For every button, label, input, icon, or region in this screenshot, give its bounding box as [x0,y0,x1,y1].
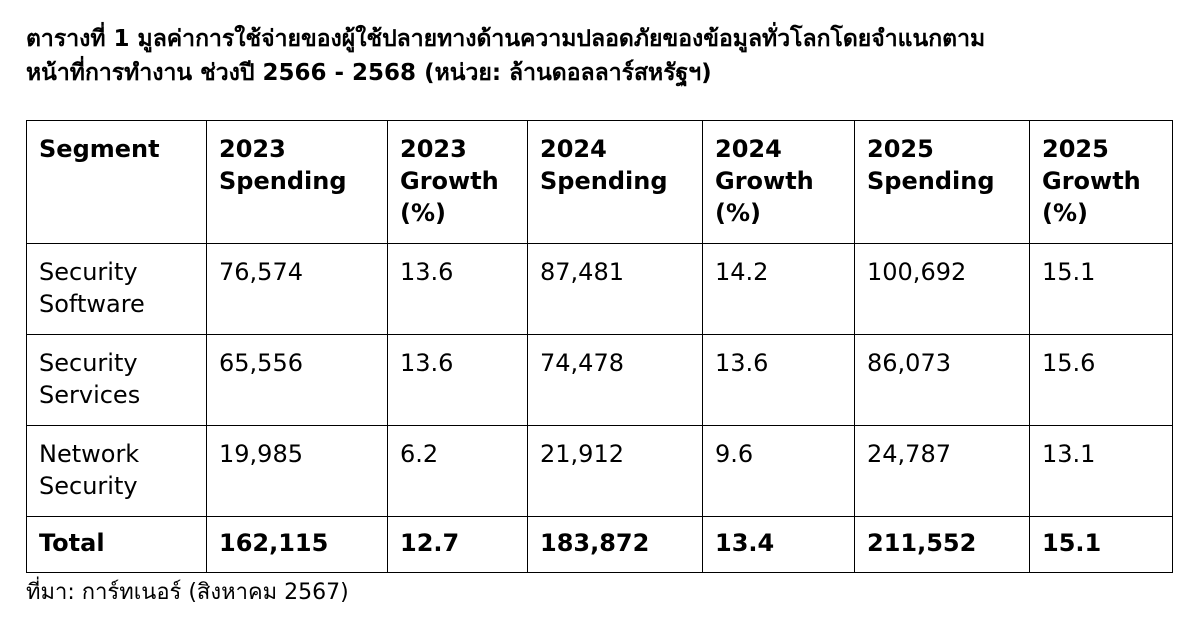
header-2025-growth: 2025 Growth (%) [1029,120,1173,244]
header-row: Segment 2023 Spending 2023 Growth (%) 20… [26,120,1173,244]
value-cell: 87,481 [527,243,703,335]
total-value-cell: 15.1 [1029,516,1173,573]
value-cell: 14.2 [702,243,855,335]
header-text: 2023 [400,135,467,163]
segment-cell: Security Services [26,334,207,426]
value-cell: 65,556 [206,334,388,426]
value-cell: 86,073 [854,334,1030,426]
segment-cell: Network Security [26,425,207,517]
value-cell: 15.6 [1029,334,1173,426]
header-text: Spending [867,167,995,195]
value-cell: 13.1 [1029,425,1173,517]
spending-table: Segment 2023 Spending 2023 Growth (%) 20… [26,120,1173,573]
header-text: (%) [1042,199,1088,227]
total-value-cell: 162,115 [206,516,388,573]
table-row: Network Security 19,985 6.2 21,912 9.6 2… [26,425,1173,517]
value-cell: 74,478 [527,334,703,426]
header-text: Spending [540,167,668,195]
value-cell: 21,912 [527,425,703,517]
header-text: Segment [39,135,160,163]
segment-text: Security [39,472,138,500]
table-row: Security Software 76,574 13.6 87,481 14.… [26,243,1173,335]
value-cell: 100,692 [854,243,1030,335]
value-cell: 13.6 [702,334,855,426]
value-cell: 13.6 [387,334,528,426]
value-cell: 6.2 [387,425,528,517]
header-2024-spending: 2024 Spending [527,120,703,244]
header-2023-growth: 2023 Growth (%) [387,120,528,244]
header-text: 2025 [1042,135,1109,163]
source-note: ที่มา: การ์ทเนอร์ (สิงหาคม 2567) [26,580,349,605]
header-text: Spending [219,167,347,195]
header-text: (%) [400,199,446,227]
segment-cell: Security Software [26,243,207,335]
total-label: Total [26,516,207,573]
header-text: Growth [715,167,814,195]
header-text: (%) [715,199,761,227]
header-text: 2024 [715,135,782,163]
segment-text: Security [39,258,138,286]
total-value-cell: 211,552 [854,516,1030,573]
header-text: Growth [400,167,499,195]
total-row: Total 162,115 12.7 183,872 13.4 211,552 … [26,516,1173,573]
header-text: 2023 [219,135,286,163]
header-2023-spending: 2023 Spending [206,120,388,244]
segment-text: Network [39,440,140,468]
table-caption: ตารางที่ 1 มูลค่าการใช้จ่ายของผู้ใช้ปลาย… [26,22,1186,90]
segment-text: Software [39,290,145,318]
header-text: 2025 [867,135,934,163]
total-value-cell: 183,872 [527,516,703,573]
header-segment: Segment [26,120,207,244]
value-cell: 13.6 [387,243,528,335]
value-cell: 15.1 [1029,243,1173,335]
table-row: Security Services 65,556 13.6 74,478 13.… [26,334,1173,426]
value-cell: 24,787 [854,425,1030,517]
header-text: 2024 [540,135,607,163]
segment-text: Security [39,349,138,377]
caption-line-2: หน้าที่การทำงาน ช่วงปี 2566 - 2568 (หน่ว… [26,60,712,86]
value-cell: 9.6 [702,425,855,517]
header-2024-growth: 2024 Growth (%) [702,120,855,244]
total-value-cell: 12.7 [387,516,528,573]
header-2025-spending: 2025 Spending [854,120,1030,244]
value-cell: 76,574 [206,243,388,335]
segment-text: Services [39,381,141,409]
header-text: Growth [1042,167,1141,195]
total-value-cell: 13.4 [702,516,855,573]
caption-line-1: ตารางที่ 1 มูลค่าการใช้จ่ายของผู้ใช้ปลาย… [26,26,986,52]
value-cell: 19,985 [206,425,388,517]
